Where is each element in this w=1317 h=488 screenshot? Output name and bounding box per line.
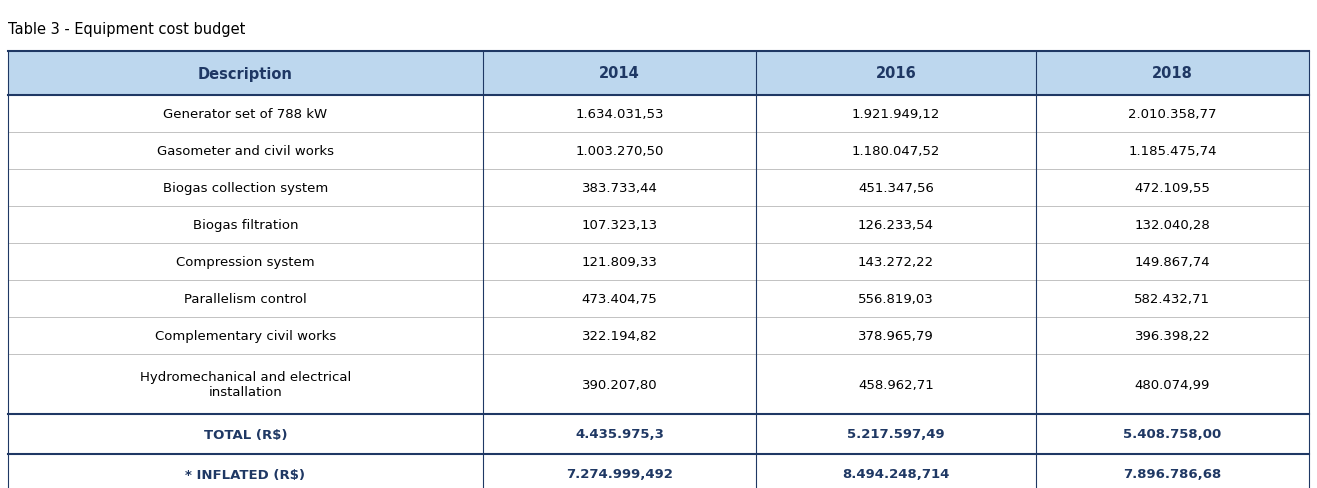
Text: Table 3 - Equipment cost budget: Table 3 - Equipment cost budget <box>8 22 245 37</box>
Bar <box>756 244 1035 281</box>
Bar <box>483 414 756 454</box>
Text: 7.274.999,492: 7.274.999,492 <box>566 468 673 481</box>
Bar <box>483 170 756 206</box>
Text: Description: Description <box>198 66 292 81</box>
Bar <box>483 244 756 281</box>
Text: 126.233,54: 126.233,54 <box>857 219 934 231</box>
Bar <box>1035 317 1309 354</box>
Bar <box>483 52 756 96</box>
Text: 390.207,80: 390.207,80 <box>582 378 657 391</box>
Bar <box>1035 454 1309 488</box>
Bar <box>483 96 756 133</box>
Bar <box>1035 354 1309 414</box>
Bar <box>1035 414 1309 454</box>
Text: 383.733,44: 383.733,44 <box>582 182 657 195</box>
Text: 107.323,13: 107.323,13 <box>581 219 657 231</box>
Bar <box>1035 281 1309 317</box>
Bar <box>8 414 483 454</box>
Bar <box>1035 133 1309 170</box>
Bar <box>756 317 1035 354</box>
Text: 132.040,28: 132.040,28 <box>1134 219 1210 231</box>
Bar <box>756 133 1035 170</box>
Text: Biogas filtration: Biogas filtration <box>192 219 298 231</box>
Text: Generator set of 788 kW: Generator set of 788 kW <box>163 108 328 121</box>
Text: 2018: 2018 <box>1152 66 1193 81</box>
Bar <box>483 317 756 354</box>
Bar <box>1035 244 1309 281</box>
Text: 8.494.248,714: 8.494.248,714 <box>843 468 950 481</box>
Bar <box>756 414 1035 454</box>
Bar <box>483 454 756 488</box>
Bar <box>483 281 756 317</box>
Text: 451.347,56: 451.347,56 <box>857 182 934 195</box>
Bar <box>8 244 483 281</box>
Text: 480.074,99: 480.074,99 <box>1135 378 1210 391</box>
Text: 149.867,74: 149.867,74 <box>1134 256 1210 268</box>
Bar <box>1035 52 1309 96</box>
Text: 2014: 2014 <box>599 66 640 81</box>
Text: 378.965,79: 378.965,79 <box>859 329 934 342</box>
Text: 458.962,71: 458.962,71 <box>859 378 934 391</box>
Bar <box>483 133 756 170</box>
Bar <box>8 52 483 96</box>
Text: Gasometer and civil works: Gasometer and civil works <box>157 145 335 158</box>
Bar <box>8 281 483 317</box>
Text: 7.896.786,68: 7.896.786,68 <box>1123 468 1222 481</box>
Text: 2.010.358,77: 2.010.358,77 <box>1129 108 1217 121</box>
Text: 4.435.975,3: 4.435.975,3 <box>576 427 664 441</box>
Bar <box>8 170 483 206</box>
Text: Complementary civil works: Complementary civil works <box>155 329 336 342</box>
Text: 1.634.031,53: 1.634.031,53 <box>576 108 664 121</box>
Text: 396.398,22: 396.398,22 <box>1134 329 1210 342</box>
Bar <box>756 170 1035 206</box>
Text: 582.432,71: 582.432,71 <box>1134 292 1210 305</box>
Text: 1.003.270,50: 1.003.270,50 <box>576 145 664 158</box>
Bar <box>8 454 483 488</box>
Text: 1.921.949,12: 1.921.949,12 <box>852 108 940 121</box>
Bar <box>8 206 483 244</box>
Bar <box>8 317 483 354</box>
Text: 2016: 2016 <box>876 66 917 81</box>
Bar <box>756 281 1035 317</box>
Bar <box>483 206 756 244</box>
Bar <box>756 354 1035 414</box>
Text: 143.272,22: 143.272,22 <box>857 256 934 268</box>
Bar <box>756 206 1035 244</box>
Bar <box>756 52 1035 96</box>
Text: TOTAL (R$): TOTAL (R$) <box>204 427 287 441</box>
Bar <box>756 96 1035 133</box>
Text: 1.185.475,74: 1.185.475,74 <box>1129 145 1217 158</box>
Bar <box>756 454 1035 488</box>
Text: Parallelism control: Parallelism control <box>184 292 307 305</box>
Bar <box>1035 96 1309 133</box>
Text: 121.809,33: 121.809,33 <box>582 256 657 268</box>
Bar <box>8 354 483 414</box>
Text: 472.109,55: 472.109,55 <box>1134 182 1210 195</box>
Text: 473.404,75: 473.404,75 <box>582 292 657 305</box>
Text: 5.217.597,49: 5.217.597,49 <box>847 427 944 441</box>
Bar <box>1035 206 1309 244</box>
Bar <box>8 133 483 170</box>
Text: Compression system: Compression system <box>176 256 315 268</box>
Text: 5.408.758,00: 5.408.758,00 <box>1123 427 1222 441</box>
Bar <box>483 354 756 414</box>
Bar <box>8 96 483 133</box>
Text: 556.819,03: 556.819,03 <box>859 292 934 305</box>
Text: Biogas collection system: Biogas collection system <box>163 182 328 195</box>
Text: 322.194,82: 322.194,82 <box>582 329 657 342</box>
Text: 1.180.047,52: 1.180.047,52 <box>852 145 940 158</box>
Text: * INFLATED (R$): * INFLATED (R$) <box>186 468 306 481</box>
Bar <box>1035 170 1309 206</box>
Text: Hydromechanical and electrical
installation: Hydromechanical and electrical installat… <box>140 370 352 398</box>
